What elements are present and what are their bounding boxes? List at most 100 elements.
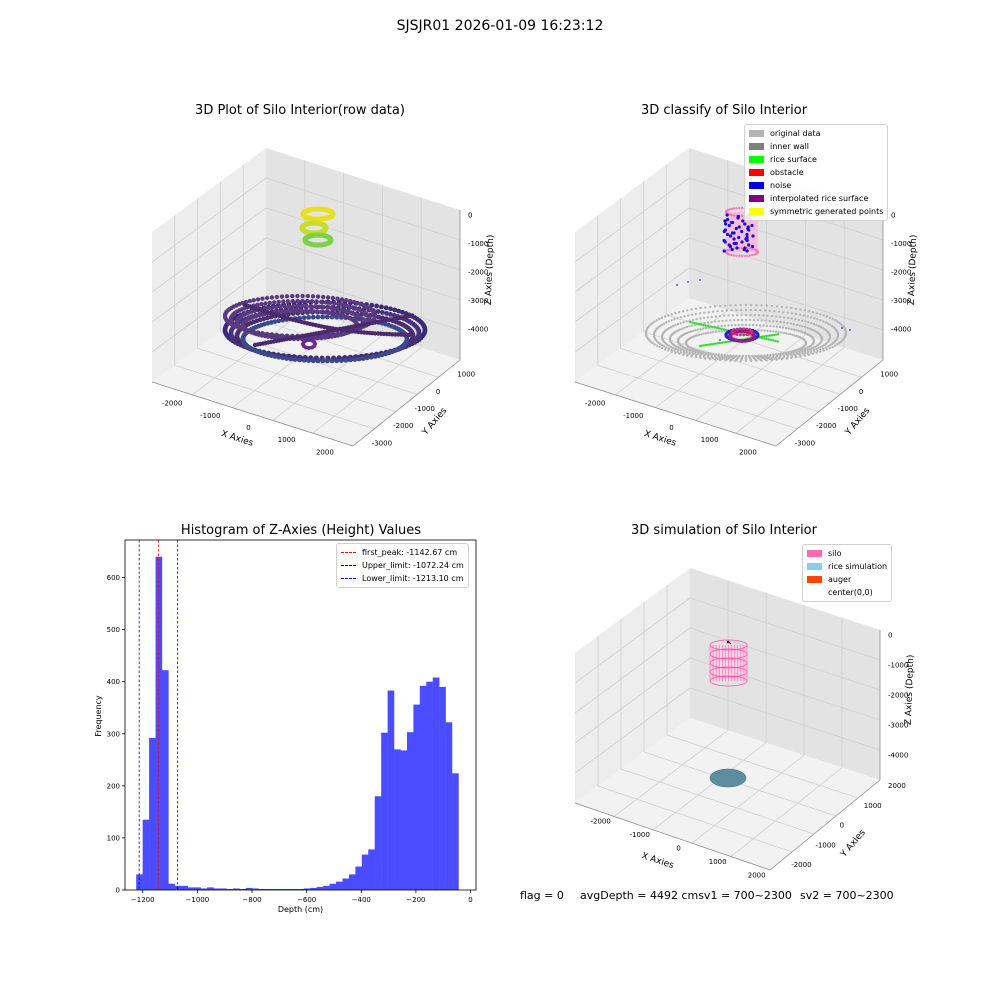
silo-point — [738, 246, 741, 250]
original-data-point — [720, 329, 723, 333]
rice-surface-point — [764, 334, 768, 338]
histogram-bar — [329, 883, 337, 890]
floor-gridline — [613, 730, 729, 817]
legend-item-inner-wall: inner wall — [749, 140, 883, 153]
original-data-point — [754, 308, 757, 312]
rice-surface-point — [714, 342, 718, 345]
y-tick-label: -1000 — [838, 405, 858, 413]
histogram-bar — [142, 819, 150, 890]
z-tick-label: -1000 — [468, 240, 488, 248]
raw-point — [287, 309, 293, 314]
noise-point — [740, 240, 744, 244]
y-tick-label: -3000 — [372, 439, 392, 447]
original-data-point — [749, 308, 752, 312]
silo-point — [730, 213, 733, 217]
rice-surface-point — [774, 339, 777, 343]
rice-surface-point — [769, 338, 773, 342]
original-data-point — [710, 315, 713, 319]
original-data-point — [674, 351, 677, 354]
original-data-point — [762, 324, 765, 327]
noise-point — [723, 240, 727, 244]
original-data-point — [751, 354, 754, 358]
silo-point — [740, 206, 744, 210]
histogram-legend: first_peak: -1142.67 cm Upper_limit: -10… — [336, 543, 469, 588]
silo-ring — [709, 666, 748, 678]
raw-point — [255, 297, 261, 302]
original-data-point — [792, 323, 795, 326]
raw-point — [372, 312, 377, 317]
histogram-bar — [413, 704, 421, 890]
original-data-point — [732, 319, 736, 322]
original-data-point — [694, 312, 698, 316]
original-data-point — [775, 325, 779, 328]
original-data-point — [709, 331, 712, 334]
histogram-bar — [387, 690, 395, 890]
original-data-point — [772, 325, 775, 328]
original-data-point — [744, 308, 748, 312]
noise-point — [747, 243, 751, 247]
classify-plot-title: 3D classify of Silo Interior — [640, 103, 808, 118]
simulation-plot-title: 3D simulation of Silo Interior — [631, 523, 817, 538]
original-data-point — [804, 320, 807, 323]
floor-gridline — [197, 348, 396, 412]
original-data-point — [704, 326, 708, 330]
z-tick-label: 0 — [468, 212, 472, 220]
obstacle-point — [735, 333, 739, 336]
original-data-point — [692, 329, 695, 333]
histogram-bar — [207, 887, 214, 890]
rice-surface-point — [715, 326, 719, 330]
raw-point — [276, 354, 282, 360]
raw-point — [291, 303, 296, 309]
original-data-point — [711, 310, 715, 313]
original-data-point — [683, 326, 686, 329]
x-tick-label: 1000 — [278, 436, 296, 444]
original-data-point — [682, 321, 685, 324]
original-data-point — [706, 316, 710, 319]
original-data-point — [681, 348, 684, 351]
floor-gridline — [643, 331, 841, 395]
original-data-point — [799, 308, 802, 311]
original-data-point — [744, 303, 748, 307]
histogram-bar — [419, 685, 427, 890]
x-tick-label: −600 — [297, 896, 316, 904]
original-data-point — [819, 345, 822, 349]
original-data-point — [709, 357, 712, 361]
raw-point — [278, 304, 283, 309]
original-data-point — [691, 318, 695, 322]
raw-point — [272, 300, 277, 305]
original-data-point — [735, 354, 738, 357]
silo-ring — [709, 648, 748, 660]
x-tick-label: 0 — [246, 424, 250, 432]
x-axis-label: X Axies — [643, 429, 678, 449]
original-data-point — [713, 320, 717, 323]
original-data-point — [713, 358, 717, 361]
legend-line — [341, 552, 356, 553]
original-data-point — [780, 352, 783, 355]
raw-point — [321, 294, 326, 300]
silo-point — [728, 208, 731, 211]
raw-point — [352, 357, 358, 362]
rice-surface-point — [700, 344, 704, 347]
noise-point — [729, 234, 733, 238]
original-data-point — [784, 326, 788, 330]
original-data-point — [760, 319, 763, 322]
silo-point — [751, 247, 754, 251]
raw-point — [280, 355, 286, 361]
raw-point — [360, 318, 365, 324]
simulation-legend: silo rice simulation auger center(0,0) — [802, 544, 893, 602]
original-data-point — [784, 332, 788, 335]
raw-point — [340, 302, 345, 307]
original-data-point — [806, 326, 809, 329]
rice-surface-point — [726, 340, 730, 343]
raw-point — [304, 338, 308, 343]
silo-point — [738, 206, 741, 210]
original-data-point — [724, 304, 727, 307]
original-data-point — [725, 319, 728, 322]
original-data-point — [730, 309, 733, 312]
raw-point — [328, 300, 333, 305]
original-data-point — [811, 311, 815, 314]
raw-point — [375, 309, 381, 314]
original-data-point — [744, 323, 748, 327]
original-data-point — [774, 315, 778, 318]
original-data-point — [685, 320, 688, 323]
